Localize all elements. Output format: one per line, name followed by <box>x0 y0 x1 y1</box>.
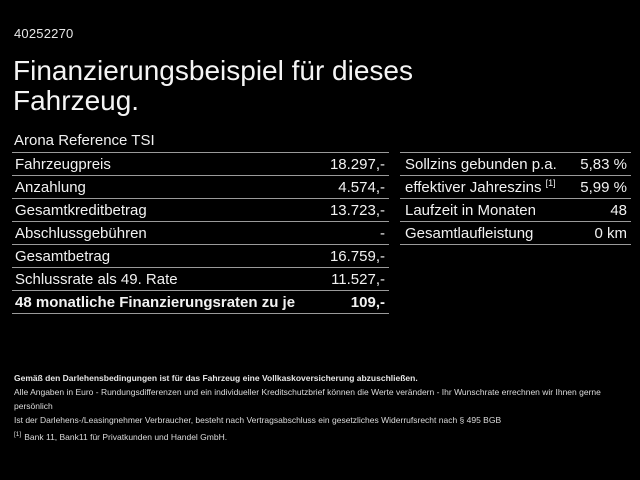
row-value: 11.527,- <box>331 270 385 288</box>
row-value: 18.297,- <box>329 155 385 173</box>
row-label: Anzahlung <box>15 178 86 196</box>
row-value: 4.574,- <box>338 178 385 196</box>
bank-footnote: [1] Bank 11, Bank11 für Privatkunden und … <box>14 430 632 444</box>
table-row: Abschlussgebühren - <box>12 222 389 245</box>
row-value: 13.723,- <box>329 201 385 219</box>
legal-footer: Gemäß den Darlehensbedingungen ist für d… <box>14 371 632 444</box>
table-row: Gesamtkreditbetrag 13.723,- <box>12 199 389 222</box>
legal-note-line1: Alle Angaben in Euro - Rundungsdifferenz… <box>14 387 601 411</box>
table-row: Schlussrate als 49. Rate 11.527,- <box>12 268 389 291</box>
footnote-marker: [1] <box>14 431 22 439</box>
table-row: Laufzeit in Monaten 48 <box>400 199 631 222</box>
row-value: 5,83 % <box>580 155 627 173</box>
row-value: 16.759,- <box>329 247 385 265</box>
vehicle-model-label: Arona Reference TSI <box>14 132 155 149</box>
finance-table: Fahrzeugpreis 18.297,- Anzahlung 4.574,-… <box>12 152 389 314</box>
row-label: Gesamtkreditbetrag <box>15 201 147 219</box>
row-value: 48 <box>610 201 627 219</box>
table-row-monthly-rate: 48 monatliche Finanzierungsraten zu je 1… <box>12 291 389 314</box>
row-label: Laufzeit in Monaten <box>405 201 536 219</box>
table-row: effektiver Jahreszins [1] 5,99 % <box>400 176 631 199</box>
row-value: 0 km <box>594 224 627 242</box>
footnote-ref: [1] <box>545 177 556 188</box>
page-title: Finanzierungsbeispiel für dieses Fahrzeu… <box>13 55 413 116</box>
table-row: Gesamtbetrag 16.759,- <box>12 245 389 268</box>
row-label: Schlussrate als 49. Rate <box>15 270 178 288</box>
row-label: 48 monatliche Finanzierungsraten zu je <box>15 293 296 311</box>
footnote-text: Bank 11, Bank11 für Privatkunden und Han… <box>24 432 228 442</box>
table-row: Gesamtlaufleistung 0 km <box>400 222 631 245</box>
row-label: Gesamtbetrag <box>15 247 111 265</box>
vehicle-id: 40252270 <box>14 26 74 41</box>
insurance-note: Gemäß den Darlehensbedingungen ist für d… <box>14 373 418 383</box>
table-row: Sollzins gebunden p.a. 5,83 % <box>400 153 631 176</box>
row-label: effektiver Jahreszins [1] <box>405 177 556 196</box>
conditions-table: Sollzins gebunden p.a. 5,83 % effektiver… <box>400 152 631 245</box>
row-label: Sollzins gebunden p.a. <box>405 155 557 173</box>
row-label: Fahrzeugpreis <box>15 155 111 173</box>
legal-note-line2: Ist der Darlehens-/Leasingnehmer Verbrau… <box>14 415 502 425</box>
row-value: 5,99 % <box>580 178 627 196</box>
row-value: 109,- <box>350 293 385 311</box>
row-label: Gesamtlaufleistung <box>405 224 534 242</box>
table-row: Fahrzeugpreis 18.297,- <box>12 153 389 176</box>
row-value: - <box>380 224 385 242</box>
row-label: Abschlussgebühren <box>15 224 147 242</box>
table-row: Anzahlung 4.574,- <box>12 176 389 199</box>
